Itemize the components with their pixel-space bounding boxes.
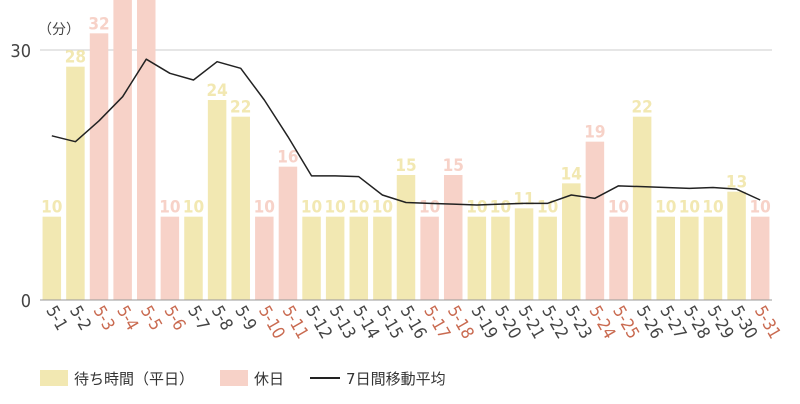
x-tick-label: 5-9: [230, 303, 260, 335]
data-label: 10: [655, 198, 676, 218]
bar: [562, 183, 581, 300]
x-tick-label: 5-3: [89, 303, 119, 335]
bar: [585, 141, 605, 300]
data-label: 28: [65, 48, 86, 68]
x-tick-label: 5-7: [183, 303, 213, 335]
data-label: 16: [277, 148, 298, 168]
bar: [727, 191, 746, 300]
data-label: 10: [608, 198, 629, 218]
legend-swatch-holiday: [220, 370, 249, 386]
data-label: 10: [41, 198, 62, 218]
data-label: 10: [301, 198, 322, 218]
x-tick-label: 5-5: [136, 303, 166, 335]
bar: [443, 175, 463, 300]
x-tick-label: 5-1: [41, 303, 71, 335]
data-label: 22: [631, 98, 652, 118]
data-label: 13: [726, 173, 747, 193]
bar: [137, 0, 156, 300]
data-label: 10: [159, 198, 180, 218]
bar: [632, 116, 652, 300]
bar: [609, 216, 628, 300]
bar: [278, 166, 298, 300]
x-tick-label: 5-8: [207, 303, 237, 335]
data-label: 15: [443, 156, 464, 176]
legend: 待ち時間（平日） 休日 7日間移動平均: [40, 366, 472, 390]
x-tick-labels: 5-15-25-35-45-55-65-75-85-95-105-115-125…: [41, 303, 784, 343]
legend-item-moving-average: 7日間移動平均: [310, 368, 446, 389]
bar: [113, 0, 132, 300]
data-label: 22: [230, 98, 251, 118]
bar: [373, 216, 392, 300]
x-tick-label: 5-2: [65, 303, 95, 335]
legend-label-holiday: 休日: [254, 369, 285, 388]
bar: [325, 216, 345, 300]
bars: [42, 0, 770, 300]
legend-label-line: 7日間移動平均: [346, 369, 446, 388]
bar: [656, 216, 675, 300]
y-tick-label: 30: [10, 41, 31, 62]
data-label: 14: [561, 164, 582, 184]
x-tick-label: 5-6: [160, 303, 190, 335]
data-label: 11: [513, 189, 534, 209]
data-label: 10: [183, 198, 204, 218]
legend-item-holiday: 休日: [220, 368, 284, 389]
data-label: 10: [702, 198, 723, 218]
bar: [491, 216, 510, 300]
data-label: 10: [750, 198, 771, 218]
bar: [184, 216, 203, 300]
y-tick-label: 0: [21, 291, 31, 312]
data-label: 10: [419, 198, 440, 218]
moving-average-line: [51, 58, 761, 206]
bar: [349, 216, 369, 300]
bar: [396, 175, 416, 300]
data-label: 32: [88, 14, 109, 34]
x-tick-label: 5-4: [112, 303, 142, 335]
legend-label-weekday: 待ち時間（平日）: [74, 369, 195, 388]
bar: [302, 216, 321, 300]
bar: [703, 216, 723, 300]
data-label: 10: [466, 198, 487, 218]
data-label: 10: [679, 198, 700, 218]
bar: [207, 100, 227, 300]
data-label: 10: [348, 198, 369, 218]
bar: [160, 216, 180, 300]
y-axis-label: （分）: [38, 22, 80, 38]
bar: [255, 216, 274, 300]
bar: [420, 216, 439, 300]
bar: [750, 216, 770, 300]
data-label: 19: [584, 123, 605, 143]
data-label: 10: [490, 198, 511, 218]
bar: [66, 66, 85, 300]
legend-swatch-weekday: [40, 370, 68, 386]
bar: [467, 216, 487, 300]
data-label: 10: [254, 198, 275, 218]
bar: [89, 33, 109, 300]
bar: [514, 208, 534, 300]
bar: [680, 216, 699, 300]
data-label: 15: [395, 156, 416, 176]
data-label: 10: [372, 198, 393, 218]
bar: [538, 216, 557, 300]
bar: [231, 116, 250, 300]
data-label: 24: [206, 81, 227, 101]
data-label: 10: [325, 198, 346, 218]
legend-swatch-line: [310, 377, 341, 379]
bar: [42, 216, 62, 300]
legend-item-weekday: 待ち時間（平日）: [40, 368, 194, 389]
